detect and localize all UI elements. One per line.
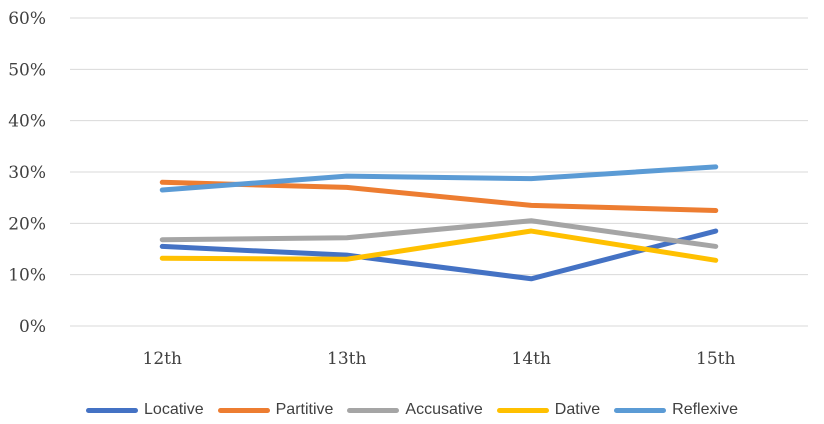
legend-item-locative: Locative <box>86 401 204 419</box>
legend-swatch <box>217 407 270 413</box>
legend-label: Reflexive <box>672 401 738 418</box>
y-tick-label: 10% <box>8 266 46 286</box>
legend-item-reflexive: Reflexive <box>614 401 738 419</box>
series-line-partitive <box>159 179 719 213</box>
legend-swatch <box>347 407 400 413</box>
y-axis-tick-labels: 0% 10% 20% 30% 40% 50% 60% <box>8 9 46 337</box>
y-tick-label: 50% <box>8 60 46 80</box>
x-tick-label: 13th <box>327 349 366 369</box>
legend-label: Accusative <box>405 401 483 418</box>
legend-swatch <box>86 407 139 413</box>
series-line-reflexive <box>159 164 719 193</box>
legend-label: Dative <box>554 401 601 418</box>
legend-label: Partitive <box>275 401 334 418</box>
chart-plot-area: 0% 10% 20% 30% 40% 50% 60% 12th 13th 14th 15th <box>8 9 808 369</box>
x-tick-label: 14th <box>512 349 551 369</box>
series-line-locative <box>159 228 719 282</box>
y-tick-label: 20% <box>8 214 46 234</box>
legend-item-dative: Dative <box>496 401 601 419</box>
x-tick-label: 15th <box>696 349 735 369</box>
x-axis-tick-labels: 12th 13th 14th 15th <box>143 349 736 369</box>
legend-item-accusative: Accusative <box>347 401 483 419</box>
y-tick-label: 30% <box>8 163 46 183</box>
series-line-accusative <box>159 218 719 249</box>
series-line-dative <box>159 228 719 263</box>
gridlines <box>70 17 808 327</box>
legend-item-partitive: Partitive <box>217 401 334 419</box>
series-lines <box>159 164 719 282</box>
y-tick-label: 0% <box>19 317 46 337</box>
x-tick-label: 12th <box>143 349 182 369</box>
legend-label: Locative <box>144 401 204 418</box>
legend-swatch <box>496 407 549 413</box>
y-tick-label: 40% <box>8 112 46 132</box>
legend: Locative Partitive Accusative Dative Reflexi… <box>0 396 824 424</box>
legend-swatch <box>614 407 667 413</box>
y-tick-label: 60% <box>8 9 46 29</box>
